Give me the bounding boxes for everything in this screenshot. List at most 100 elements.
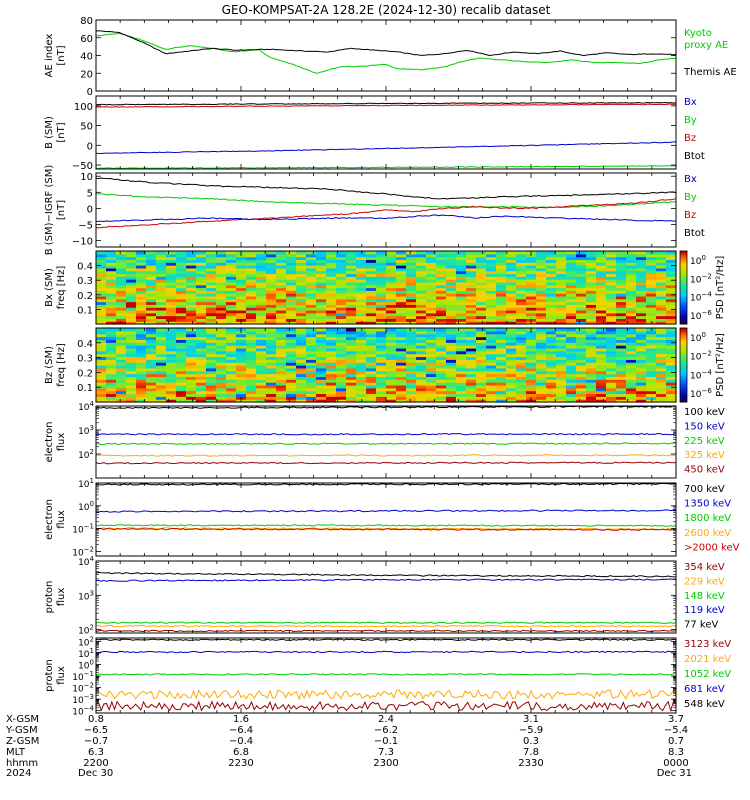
y-tick-label: 103 [78,589,94,602]
heatmap-cell [626,396,637,400]
heatmap-cell [636,253,647,258]
heatmap-cell [166,376,177,380]
colorbar-step [680,265,687,268]
heatmap-cell [166,267,177,272]
heatmap-cell [526,281,537,286]
heatmap-cell [646,301,657,305]
heatmap-cell [526,342,537,346]
heatmap-cell [526,256,537,261]
heatmap-cell [566,307,577,311]
heatmap-cell [316,315,327,319]
heatmap-cell [136,265,147,269]
heatmap-cell [316,333,327,338]
heatmap-cell [156,373,167,377]
heatmap-cell [656,256,667,261]
heatmap-cell [346,350,357,355]
heatmap-cell [326,376,337,380]
heatmap-cell [406,342,417,346]
heatmap-cell [616,279,627,283]
heatmap-cell [136,315,147,319]
heatmap-cell [556,256,567,261]
heatmap-cell [506,350,517,355]
heatmap-cell [576,298,587,303]
colorbar-step [680,337,687,340]
heatmap-cell [176,336,187,340]
heatmap-cell [166,270,177,275]
heatmap-cell [456,356,467,360]
heatmap-cell [586,265,597,269]
heatmap-cell [616,321,627,325]
heatmap-cell [466,373,477,377]
heatmap-cell [196,293,207,297]
heatmap-cell [566,290,577,294]
heatmap-cell [516,333,527,338]
heatmap-cell [266,262,277,266]
heatmap-cell [126,359,137,363]
legend-entry: Themis AE [683,67,737,78]
heatmap-cell [536,253,547,258]
heatmap-cell [646,339,657,343]
heatmap-cells [96,251,677,325]
heatmap-cell [356,259,367,263]
heatmap-cell [516,362,527,366]
heatmap-cell [166,390,177,395]
heatmap-cell [256,384,267,389]
heatmap-cell [426,359,437,363]
heatmap-cell [646,356,657,360]
colorbar-step [680,377,687,381]
heatmap-cell [476,399,487,403]
heatmap-cell [566,315,577,319]
heatmap-cell [206,307,217,311]
heatmap-cell [306,339,317,343]
heatmap-cell [506,393,517,397]
series-line [95,198,677,229]
heatmap-cell [526,376,537,380]
heatmap-cell [656,356,667,360]
heatmap-cell [266,267,277,272]
heatmap-cell [496,309,507,314]
heatmap-cell [256,290,267,294]
heatmap-cell [606,376,617,380]
heatmap-cell [96,281,107,286]
heatmap-cell [176,373,187,377]
heatmap-cell [486,295,497,300]
legend-entry: 225 keV [684,436,725,447]
heatmap-cell [616,345,627,349]
heatmap-cell [356,307,367,311]
heatmap-cell [116,396,127,400]
heatmap-cell [246,339,257,343]
heatmap-cell [186,365,197,369]
heatmap-cell [246,251,257,255]
heatmap-cell [406,279,417,283]
heatmap-cell [306,298,317,303]
heatmap-cell [206,293,217,297]
heatmap-cell [176,321,187,325]
heatmap-cell [456,350,467,355]
heatmap-cell [176,307,187,311]
heatmap-cell [376,293,387,297]
heatmap-cell [546,295,557,300]
heatmap-cell [666,251,677,255]
heatmap-cell [386,376,397,380]
heatmap-cell [656,279,667,283]
heatmap-cell [246,267,257,272]
heatmap-cell [536,350,547,355]
heatmap-cell [646,253,657,258]
heatmap-cell [606,330,617,335]
heatmap-cell [426,251,437,255]
heatmap-cell [426,262,437,266]
colorbar-step [680,276,687,279]
heatmap-cell [486,290,497,294]
heatmap-cell [196,309,207,314]
heatmap-cell [646,290,657,294]
heatmap-cell [146,379,157,383]
heatmap-cell [416,399,427,403]
heatmap-cell [556,399,567,403]
heatmap-cell [496,390,507,395]
heatmap-cell [336,384,347,389]
heatmap-cell [546,279,557,283]
heatmap-cell [296,362,307,366]
heatmap-cell [146,290,157,294]
